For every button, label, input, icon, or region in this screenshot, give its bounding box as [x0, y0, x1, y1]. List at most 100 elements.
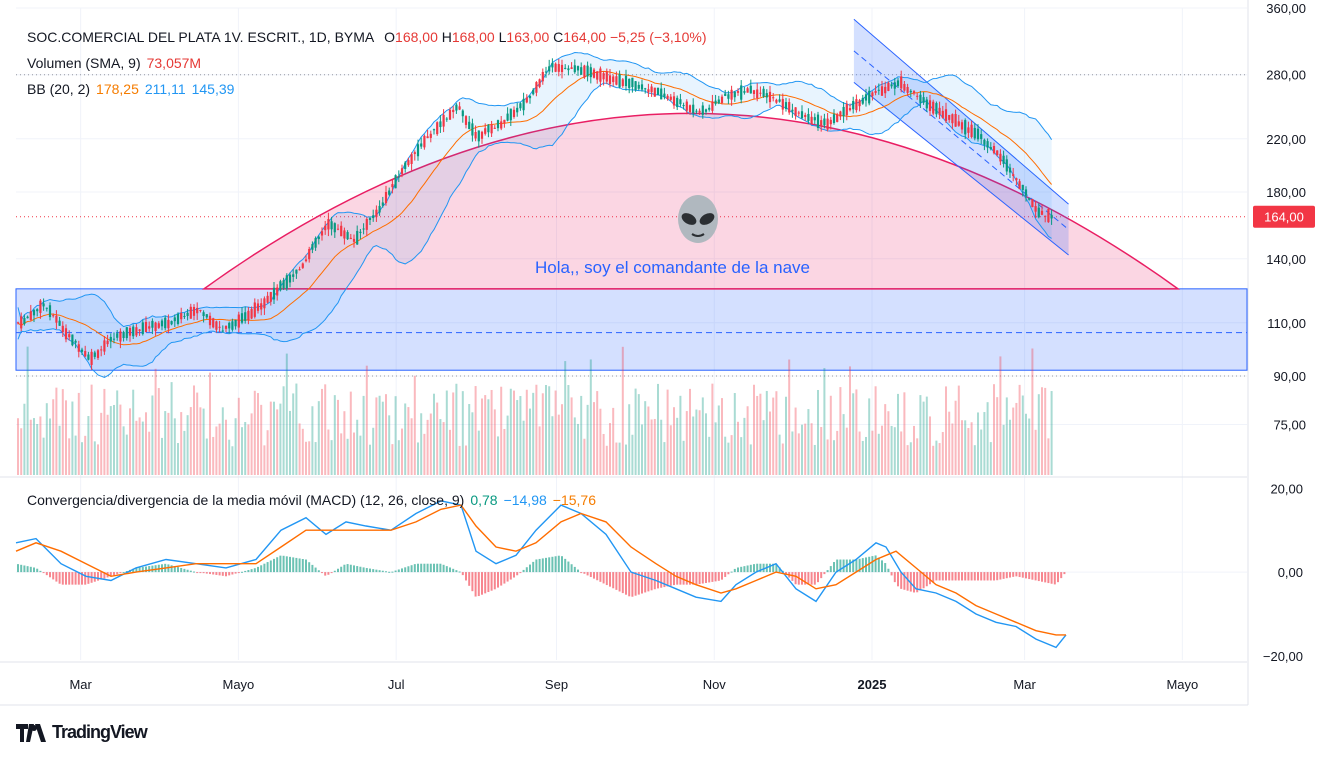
volume-bar	[548, 386, 551, 475]
macd-legend[interactable]: Convergencia/divergencia de la media móv…	[27, 492, 602, 508]
candle-body	[45, 307, 48, 309]
volume-bar	[925, 396, 928, 475]
volume-bar	[477, 430, 480, 475]
macd-histogram-bar	[516, 572, 519, 576]
volume-bar	[269, 401, 272, 475]
candle-body	[154, 322, 157, 331]
candle-body	[567, 68, 570, 71]
volume-bar	[369, 444, 371, 475]
volume-legend[interactable]: Volumen (SMA, 9) 73,057M	[27, 55, 207, 71]
l-value: 163,00	[506, 29, 550, 45]
volume-bar	[81, 442, 83, 475]
candle-body	[292, 274, 295, 277]
candle-body	[791, 109, 794, 112]
candle-body	[541, 71, 544, 82]
volume-bar	[417, 442, 419, 475]
volume-bar	[433, 393, 435, 475]
candle-body	[279, 281, 282, 291]
volume-bar	[1028, 418, 1031, 475]
volume-bar	[413, 375, 416, 475]
candle-body	[314, 238, 317, 248]
candle-body	[48, 305, 52, 318]
volume-bar	[676, 417, 679, 475]
bb-legend[interactable]: BB (20, 2) 178,25 211,11 145,39	[27, 81, 240, 97]
candle-body	[836, 114, 839, 122]
brand[interactable]: TradingView	[16, 722, 148, 743]
symbol-legend[interactable]: SOC.COMERCIAL DEL PLATA 1V. ESCRIT., 1D,…	[27, 29, 712, 45]
macd-histogram-bar	[909, 572, 912, 592]
macd-histogram-bar	[785, 572, 787, 575]
macd-histogram-bar	[890, 572, 893, 576]
candle-body	[842, 106, 845, 117]
candle-body	[320, 231, 324, 236]
volume-bar	[868, 398, 871, 475]
macd-histogram-bar	[644, 572, 647, 593]
candle-body	[829, 119, 832, 125]
macd-histogram-bar	[589, 572, 592, 578]
macd-histogram-bar	[756, 563, 759, 573]
candle-body	[269, 292, 272, 302]
volume-bar	[113, 404, 115, 475]
macd-histogram-bar	[529, 564, 531, 573]
candle-body	[608, 75, 612, 85]
volume-bar	[999, 356, 1002, 475]
volume-bar	[282, 386, 285, 475]
candle-body	[484, 128, 487, 134]
volume-bar	[455, 383, 458, 475]
macd-histogram-bar	[493, 572, 496, 590]
volume-bar	[797, 433, 800, 475]
macd-histogram-bar	[839, 559, 842, 573]
volume-bar	[733, 393, 736, 475]
volume-bar	[100, 412, 103, 475]
macd-histogram-bar	[426, 563, 429, 573]
candle-body	[442, 114, 445, 127]
volume-bar	[497, 436, 499, 475]
macd-histogram-bar	[586, 572, 589, 576]
macd-histogram-bar	[577, 569, 579, 573]
candle-body	[788, 102, 791, 113]
candle-body	[596, 71, 599, 80]
macd-histogram-bar	[333, 570, 336, 573]
macd-histogram-bar	[42, 572, 45, 574]
volume-bar	[660, 419, 663, 475]
volume-bar	[689, 388, 691, 475]
macd-histogram-bar	[410, 565, 413, 573]
candle-body	[109, 336, 112, 342]
volume-bar	[695, 409, 698, 475]
annotation-text[interactable]: Hola,, soy el comandante de la nave	[535, 258, 811, 277]
volume-bar	[938, 443, 941, 475]
macd-histogram-bar	[276, 557, 279, 573]
candle-body	[55, 315, 58, 323]
volume-bar	[391, 444, 394, 475]
candle-body	[29, 311, 32, 320]
volume-bar	[263, 445, 266, 475]
volume-bar	[295, 383, 298, 475]
volume-bar	[817, 389, 819, 475]
volume-bar	[106, 414, 109, 475]
volume-bar	[989, 442, 992, 475]
macd-histogram-bar	[241, 571, 243, 573]
candle-body	[660, 88, 663, 100]
macd-histogram-bar	[388, 571, 391, 573]
macd-histogram-bar	[365, 568, 368, 573]
volume-bar	[842, 414, 845, 475]
macd-histogram-bar	[916, 572, 919, 593]
candle-body	[400, 168, 404, 174]
macd-histogram-bar	[759, 563, 762, 573]
signal-line	[15, 504, 1066, 636]
volume-bar	[45, 403, 48, 475]
macd-histogram-bar	[628, 572, 631, 597]
candle-body	[397, 176, 400, 178]
macd-histogram-bar	[23, 565, 26, 573]
volume-bar	[577, 423, 579, 475]
macd-histogram-bar	[84, 572, 87, 585]
volume-bar	[554, 390, 557, 475]
volume-bar	[346, 438, 349, 475]
macd-histogram-bar	[93, 572, 96, 582]
volume-bar	[881, 425, 883, 475]
macd-histogram-bar	[263, 563, 266, 573]
volume-bar	[442, 422, 445, 475]
volume-bar	[903, 392, 906, 475]
macd-histogram-bar	[39, 570, 42, 573]
